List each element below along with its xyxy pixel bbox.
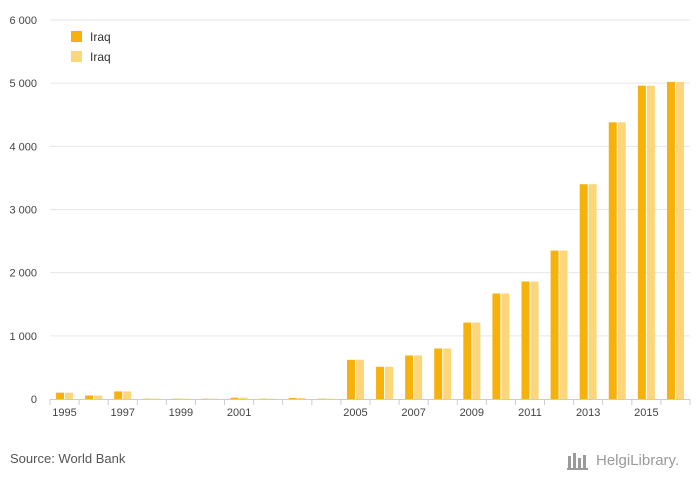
bar-2006-series-1 xyxy=(376,366,385,399)
bar-1995-series-2 xyxy=(65,392,74,399)
bar-1996-series-2 xyxy=(94,395,103,399)
x-tick-label: 2005 xyxy=(343,407,367,419)
legend: Iraq Iraq xyxy=(71,30,111,64)
bar-1997-series-1 xyxy=(114,391,123,399)
x-tick-label: 2015 xyxy=(634,407,658,419)
x-axis: 1995 1997 1999 2001 2005 2007 2009 2011 2013 2015 xyxy=(49,399,691,419)
legend-label: Iraq xyxy=(90,30,111,44)
bar-1996-series-1 xyxy=(85,395,94,399)
bar-2015-series-1 xyxy=(637,85,646,399)
y-tick-label: 0 xyxy=(31,394,37,406)
x-tick-label: 1997 xyxy=(110,407,134,419)
x-tick-label: 2009 xyxy=(460,407,484,419)
bar-2009-series-1 xyxy=(463,322,472,399)
y-tick-label: 4 000 xyxy=(9,141,37,153)
bar-2012-series-1 xyxy=(550,250,559,399)
bar-2010-series-1 xyxy=(492,293,501,399)
legend-swatch xyxy=(71,51,82,62)
bar-2014-series-2 xyxy=(617,122,626,399)
y-tick-label: 1 000 xyxy=(9,331,37,343)
x-tick-label: 2007 xyxy=(401,407,425,419)
y-tick-label: 2 000 xyxy=(9,268,37,280)
bar-2015-series-2 xyxy=(646,85,655,399)
library-logo-icon xyxy=(567,453,588,470)
source-note: Source: World Bank xyxy=(10,451,126,466)
bar-2001-series-2 xyxy=(239,397,248,399)
bar-2003-series-2 xyxy=(297,398,306,399)
x-tick-label: 1999 xyxy=(169,407,193,419)
bar-2007-series-1 xyxy=(405,355,414,399)
helgilibrary-logo: HelgiLibrary. xyxy=(566,448,694,472)
y-tick-label: 5 000 xyxy=(9,78,37,90)
legend-swatch xyxy=(71,31,82,42)
logo-wordmark: HelgiLibrary. xyxy=(596,451,680,469)
bar-2008-series-1 xyxy=(434,348,443,399)
bar-2012-series-2 xyxy=(559,250,568,399)
bar-2013-series-1 xyxy=(579,184,588,399)
y-tick-label: 3 000 xyxy=(9,205,37,217)
x-tick-label: 2013 xyxy=(576,407,600,419)
bar-2006-series-2 xyxy=(385,366,394,399)
x-tick-label: 1995 xyxy=(52,407,76,419)
y-axis: 0 1 000 2 000 3 000 4 000 5 000 6 000 xyxy=(9,15,37,406)
y-tick-label: 6 000 xyxy=(9,15,37,27)
x-tick-label: 2011 xyxy=(518,407,542,419)
bar-2013-series-2 xyxy=(588,184,597,399)
bar-2011-series-2 xyxy=(530,281,539,399)
bar-1997-series-2 xyxy=(123,391,132,399)
bar-2008-series-2 xyxy=(443,348,452,399)
bar-2011-series-1 xyxy=(521,281,530,399)
bar-2016-series-1 xyxy=(666,81,675,400)
bar-2003-series-1 xyxy=(288,398,297,399)
bar-2009-series-2 xyxy=(472,322,481,399)
bar-1995-series-1 xyxy=(56,392,65,399)
bar-2007-series-2 xyxy=(414,355,423,399)
legend-label: Iraq xyxy=(90,50,111,64)
bar-2010-series-2 xyxy=(501,293,510,399)
bar-2016-series-2 xyxy=(675,81,684,400)
bar-2005-series-2 xyxy=(355,359,364,399)
bar-2005-series-1 xyxy=(346,359,355,399)
bars xyxy=(56,81,684,400)
x-tick-label: 2001 xyxy=(227,407,251,419)
bar-2014-series-1 xyxy=(608,122,617,399)
bar-2001-series-1 xyxy=(230,397,239,399)
